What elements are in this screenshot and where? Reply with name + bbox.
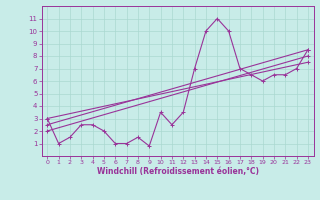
X-axis label: Windchill (Refroidissement éolien,°C): Windchill (Refroidissement éolien,°C) [97, 167, 259, 176]
